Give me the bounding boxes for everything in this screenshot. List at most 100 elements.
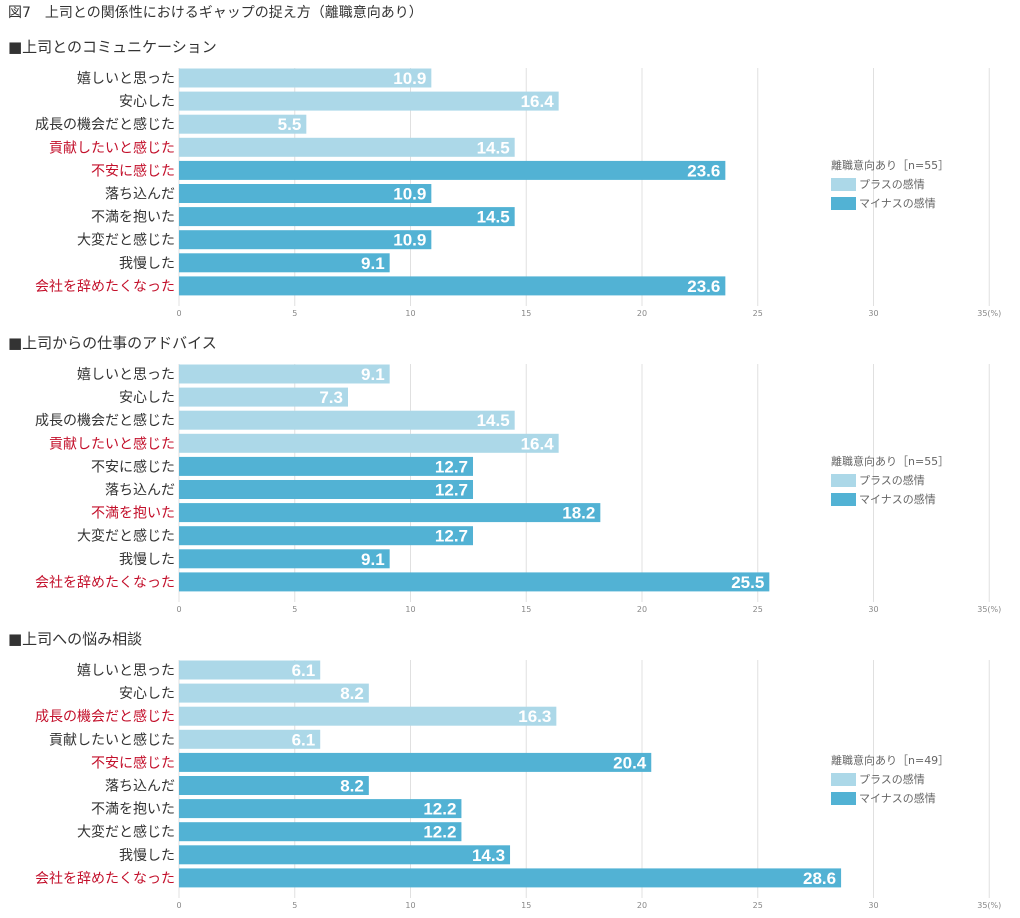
bar [179, 752, 652, 772]
tick-label: 15 [521, 309, 531, 318]
value-label: 20.4 [613, 753, 647, 772]
legend-label-plus: プラスの感情 [859, 178, 925, 191]
category-label: 不安に感じた [91, 458, 175, 475]
chart-consultation: 0 5 10 15 20 25 30 35(%) 嬉しいと思った 6.1 安心した 8.2 成長の機会だ… [35, 660, 1001, 910]
value-label: 8.2 [340, 684, 364, 703]
tick-label: 5 [292, 309, 297, 318]
category-label: 落ち込んだ [105, 187, 175, 203]
category-label: 不満を抱いた [91, 802, 175, 818]
value-label: 9.1 [361, 254, 385, 273]
value-label: 16.4 [521, 434, 555, 453]
category-label: 会社を辞めたくなった [35, 575, 175, 591]
value-label: 14.3 [472, 846, 505, 865]
bar [179, 230, 432, 250]
bar [179, 456, 474, 476]
value-label: 12.2 [423, 823, 456, 842]
bar [179, 253, 390, 273]
category-label: 嬉しいと思った [77, 367, 175, 383]
category-label: 安心した [119, 94, 175, 110]
tick-label: 25 [753, 309, 763, 318]
bar [179, 729, 321, 749]
bar [179, 410, 515, 430]
tick-label: 35(%) [977, 605, 1001, 614]
legend-swatch-plus [831, 773, 856, 786]
tick-label: 15 [521, 605, 531, 614]
legend-item-plus: プラスの感情 [831, 770, 949, 789]
category-label: 成長の機会だと感じた [35, 412, 175, 429]
value-label: 16.3 [518, 707, 551, 726]
bar [179, 799, 462, 819]
value-label: 25.5 [731, 573, 764, 592]
bar [179, 776, 369, 795]
legend-label-minus: マイナスの感情 [859, 197, 936, 210]
category-label: 安心した [119, 390, 175, 406]
chart-communication: 0 5 10 15 20 25 30 35(%) 嬉しいと思った 10.9 安心した 16.4 成長の機… [35, 68, 1001, 318]
value-label: 8.2 [340, 777, 364, 796]
section-title-communication: ■上司とのコミュニケーション [8, 38, 217, 56]
value-label: 23.6 [687, 277, 720, 296]
bar [179, 549, 390, 569]
category-label: 成長の機会だと感じた [35, 116, 175, 133]
figure-title: 図7 上司との関係性におけるギャップの捉え方（離職意向あり） [8, 5, 423, 21]
legend-label-plus: プラスの感情 [859, 773, 925, 786]
category-label: 不安に感じた [91, 754, 175, 771]
tick-label: 15 [521, 901, 531, 910]
category-label: 不満を抱いた [91, 506, 175, 522]
bar [179, 387, 348, 407]
bar [179, 114, 307, 134]
legend-item-minus: マイナスの感情 [831, 194, 949, 213]
category-label: 貢献したいと感じた [49, 731, 175, 748]
legend-swatch-minus [831, 493, 856, 506]
value-label: 14.5 [477, 411, 510, 430]
legend-communication: 離職意向あり［n=55］ プラスの感情 マイナスの感情 [831, 156, 949, 213]
bar [179, 706, 557, 726]
value-label: 6.1 [292, 730, 316, 749]
tick-label: 35(%) [977, 309, 1001, 318]
tick-label: 5 [292, 605, 297, 614]
tick-label: 20 [637, 605, 647, 614]
bar [179, 364, 390, 384]
bar [179, 184, 432, 203]
category-label: 落ち込んだ [105, 483, 175, 499]
value-label: 12.2 [423, 800, 456, 819]
value-label: 14.5 [477, 208, 510, 227]
tick-label: 5 [292, 901, 297, 910]
value-label: 23.6 [687, 161, 720, 180]
legend-item-minus: マイナスの感情 [831, 490, 949, 509]
category-label: 不安に感じた [91, 162, 175, 179]
tick-label: 10 [405, 605, 415, 614]
value-label: 14.5 [477, 138, 510, 157]
bar [179, 683, 369, 703]
tick-label: 30 [868, 901, 878, 910]
value-label: 10.9 [393, 231, 426, 250]
legend-swatch-plus [831, 474, 856, 487]
bar [179, 68, 432, 88]
legend-swatch-plus [831, 178, 856, 191]
category-label: 貢献したいと感じた [49, 139, 175, 156]
legend-label-minus: マイナスの感情 [859, 493, 936, 506]
chart-advice: 0 5 10 15 20 25 30 35(%) 嬉しいと思った 9.1 安心した 7.3 成長の機会だ… [35, 364, 1001, 614]
category-label: 成長の機会だと感じた [35, 708, 175, 725]
tick-label: 20 [637, 309, 647, 318]
value-label: 9.1 [361, 550, 385, 569]
tick-label: 20 [637, 901, 647, 910]
category-label: 大変だと感じた [77, 232, 175, 249]
section-title-advice: ■上司からの仕事のアドバイス [8, 334, 217, 352]
value-label: 7.3 [319, 388, 343, 407]
category-label: 我慢した [119, 255, 175, 272]
bar [179, 572, 770, 592]
category-label: 会社を辞めたくなった [35, 279, 175, 295]
legend-item-plus: プラスの感情 [831, 175, 949, 194]
category-label: 我慢した [119, 551, 175, 568]
value-label: 10.9 [393, 69, 426, 88]
value-label: 18.2 [562, 504, 595, 523]
value-label: 12.7 [435, 527, 468, 546]
tick-label: 30 [868, 309, 878, 318]
value-label: 12.7 [435, 481, 468, 500]
legend-label-plus: プラスの感情 [859, 474, 925, 487]
section-title-consultation: ■上司への悩み相談 [8, 630, 143, 648]
category-label: 嬉しいと思った [77, 663, 175, 679]
legend-item-minus: マイナスの感情 [831, 789, 949, 808]
value-label: 6.1 [292, 661, 316, 680]
bar [179, 868, 842, 888]
